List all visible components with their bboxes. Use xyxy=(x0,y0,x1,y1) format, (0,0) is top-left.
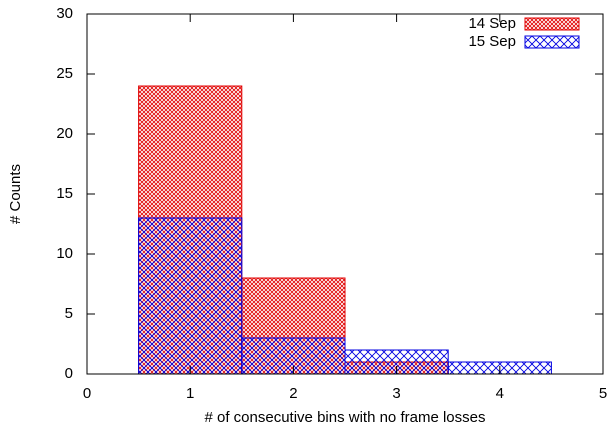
bar xyxy=(138,217,243,375)
y-tick-label: 0 xyxy=(65,365,73,382)
x-tick-label: 4 xyxy=(496,385,504,402)
y-tick-label: 5 xyxy=(65,305,73,322)
legend-label: 15 Sep xyxy=(468,33,516,50)
y-tick-label: 20 xyxy=(56,125,73,142)
legend-swatch xyxy=(524,17,580,31)
y-tick-label: 15 xyxy=(56,185,73,202)
y-tick-label: 30 xyxy=(56,5,73,22)
y-tick-label: 25 xyxy=(56,65,73,82)
x-tick-label: 0 xyxy=(83,385,91,402)
x-tick-label: 3 xyxy=(392,385,400,402)
y-axis-label: # Counts xyxy=(7,164,24,224)
legend-swatch xyxy=(524,35,580,49)
legend-label: 14 Sep xyxy=(468,15,516,32)
x-tick-label: 1 xyxy=(186,385,194,402)
x-tick-label: 5 xyxy=(599,385,607,402)
y-tick-label: 10 xyxy=(56,245,73,262)
x-tick-label: 2 xyxy=(289,385,297,402)
x-axis-label: # of consecutive bins with no frame loss… xyxy=(205,409,486,426)
